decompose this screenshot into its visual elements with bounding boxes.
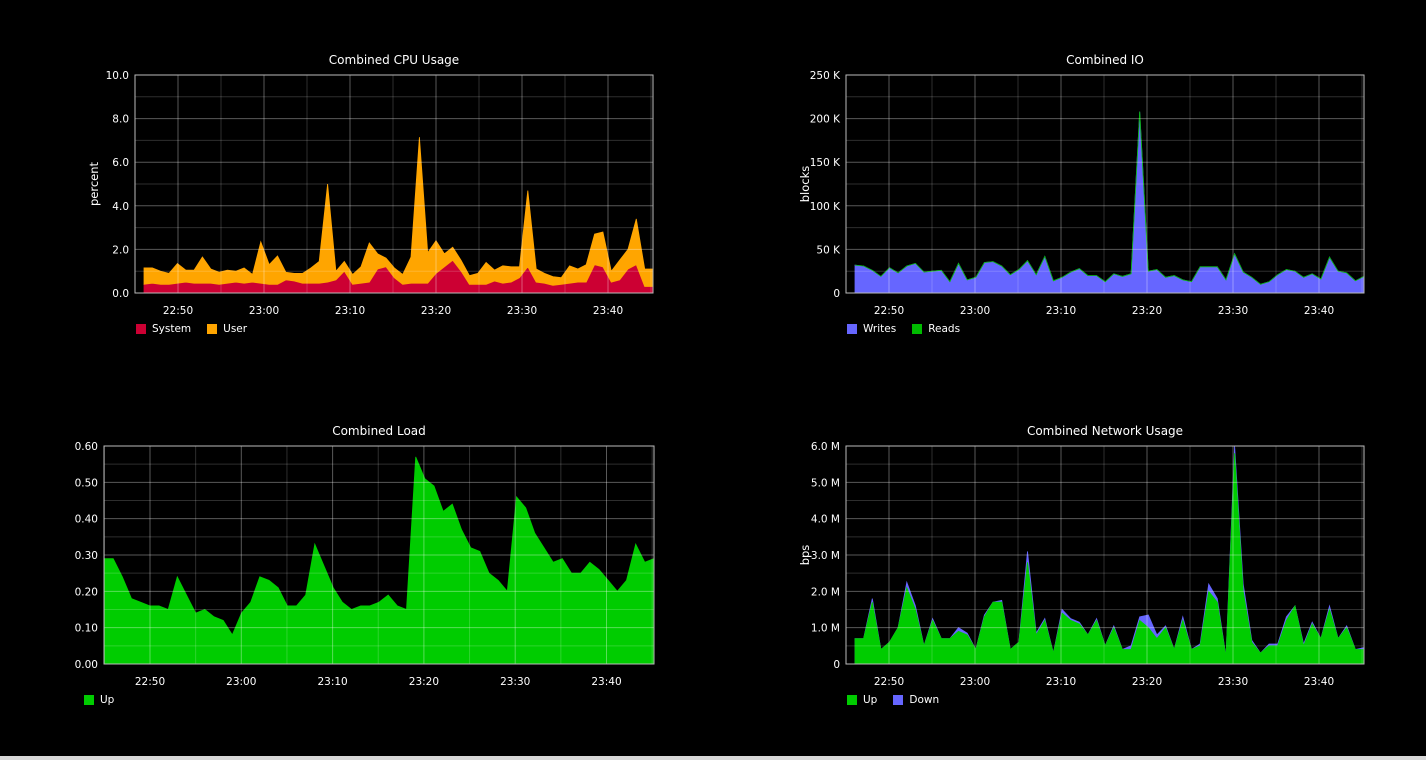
- io-x-tick-label: 23:00: [960, 305, 990, 317]
- cpu-y-tick-label: 2.0: [112, 244, 129, 256]
- cpu-chart-title: Combined CPU Usage: [329, 53, 459, 67]
- net-y-tick-label: 5.0 M: [811, 477, 840, 489]
- io-plot-area: [846, 75, 1364, 293]
- net-y-tick-label: 2.0 M: [811, 586, 840, 598]
- load-plot-frame: [103, 445, 655, 665]
- load-x-tick-label: 23:30: [500, 676, 530, 688]
- cpu-x-tick-label: 22:50: [163, 305, 193, 317]
- cpu-y-tick-label: 4.0: [112, 201, 129, 213]
- io-x-tick-label: 23:40: [1304, 305, 1334, 317]
- net-x-tick-label: 23:30: [1218, 676, 1248, 688]
- cpu-x-tick-label: 23:00: [249, 305, 279, 317]
- load-chart-title: Combined Load: [332, 424, 426, 438]
- io-x-tick-label: 23:10: [1046, 305, 1076, 317]
- net-y-tick-label: 3.0 M: [811, 550, 840, 562]
- io-y-tick-label: 150 K: [810, 157, 841, 169]
- cpu-y-tick-label: 0.0: [112, 288, 129, 300]
- net-legend-label: Down: [909, 694, 940, 706]
- cpu-legend: System User: [136, 323, 263, 337]
- net-legend-swatch: [893, 695, 904, 705]
- cpu-legend-item: System: [136, 323, 191, 335]
- network-legend: Up Down: [847, 694, 955, 708]
- io-x-tick-label: 23:30: [1218, 305, 1248, 317]
- load-chart-svg: Combined Load 0.00 0.10 0.20 0.30 0.40 0.50 0.6…: [75, 424, 655, 688]
- io-plot-frame: [845, 74, 1365, 294]
- cpu-legend-swatch: [136, 324, 146, 334]
- net-y-tick-label: 0: [833, 659, 840, 671]
- load-y-tick-label: 0.50: [75, 477, 98, 489]
- net-legend-swatch: [847, 695, 857, 705]
- cpu-legend-item: User: [207, 323, 247, 335]
- load-x-tick-label: 23:00: [226, 676, 256, 688]
- bottom-scrollbar-edge: [0, 756, 1426, 760]
- io-y-axis-label: blocks: [798, 166, 812, 203]
- io-legend: Writes Reads: [847, 323, 976, 337]
- io-y-tick-label: 250 K: [810, 70, 841, 82]
- load-legend-item: Up: [84, 694, 114, 706]
- cpu-y-tick-label: 6.0: [112, 157, 129, 169]
- cpu-legend-label: System: [152, 323, 192, 335]
- io-legend-swatch: [912, 324, 923, 334]
- io-y-tick-label: 100 K: [810, 201, 841, 213]
- load-legend-swatch: [84, 695, 94, 705]
- io-chart-title: Combined IO: [1066, 53, 1144, 67]
- net-chart-title: Combined Network Usage: [1027, 424, 1183, 438]
- load-x-tick-label: 23:40: [591, 676, 621, 688]
- cpu-chart-svg: Combined CPU Usage percent 0.0 2.0 4.0 6.0 8.0…: [87, 53, 654, 317]
- load-y-tick-label: 0.20: [75, 586, 98, 598]
- net-x-tick-label: 22:50: [874, 676, 904, 688]
- io-x-tick-label: 22:50: [874, 305, 904, 317]
- net-x-tick-label: 23:40: [1304, 676, 1334, 688]
- cpu-x-tick-label: 23:40: [593, 305, 623, 317]
- load-y-tick-label: 0.60: [75, 441, 98, 453]
- cpu-legend-label: User: [223, 323, 248, 335]
- net-legend-item: Up: [847, 694, 877, 706]
- load-x-tick-label: 23:20: [409, 676, 439, 688]
- net-legend-item: Down: [893, 694, 939, 706]
- cpu-plot-area: [135, 75, 653, 293]
- load-y-tick-label: 0.00: [75, 659, 98, 671]
- net-x-tick-label: 23:20: [1132, 676, 1162, 688]
- cpu-x-tick-label: 23:10: [335, 305, 365, 317]
- cpu-legend-swatch: [207, 324, 218, 334]
- io-y-tick-label: 200 K: [810, 114, 841, 126]
- net-y-tick-label: 4.0 M: [811, 514, 840, 526]
- net-y-axis-label: bps: [798, 545, 812, 566]
- net-y-tick-label: 1.0 M: [811, 623, 840, 635]
- net-plot-frame: [845, 445, 1365, 665]
- io-chart-svg: Combined IO blocks 0 50 K 100 K 150 K 200 K 250…: [798, 53, 1365, 317]
- load-y-tick-label: 0.40: [75, 514, 98, 526]
- net-x-tick-label: 23:00: [960, 676, 990, 688]
- io-x-tick-label: 23:20: [1132, 305, 1162, 317]
- cpu-y-tick-label: 10.0: [106, 70, 129, 82]
- io-legend-item: Writes: [847, 323, 896, 335]
- cpu-plot-frame: [134, 74, 654, 294]
- net-y-tick-label: 6.0 M: [811, 441, 840, 453]
- cpu-x-tick-label: 23:20: [421, 305, 451, 317]
- load-y-tick-label: 0.10: [75, 623, 98, 635]
- load-y-tick-label: 0.30: [75, 550, 98, 562]
- cpu-y-tick-label: 8.0: [112, 114, 129, 126]
- io-legend-label: Reads: [928, 323, 961, 335]
- net-legend-label: Up: [863, 694, 878, 706]
- io-legend-item: Reads: [912, 323, 960, 335]
- load-legend-label: Up: [100, 694, 115, 706]
- cpu-x-tick-label: 23:30: [507, 305, 537, 317]
- io-legend-swatch: [847, 324, 857, 334]
- load-x-tick-label: 22:50: [135, 676, 165, 688]
- cpu-y-axis-label: percent: [87, 161, 101, 206]
- io-y-tick-label: 0: [833, 288, 840, 300]
- io-legend-label: Writes: [863, 323, 897, 335]
- load-legend: Up: [84, 694, 130, 708]
- io-y-tick-label: 50 K: [816, 244, 841, 256]
- network-chart-svg: Combined Network Usage bps 0 1.0 M 2.0 M 3.0 …: [798, 424, 1365, 688]
- load-x-tick-label: 23:10: [317, 676, 347, 688]
- net-x-tick-label: 23:10: [1046, 676, 1076, 688]
